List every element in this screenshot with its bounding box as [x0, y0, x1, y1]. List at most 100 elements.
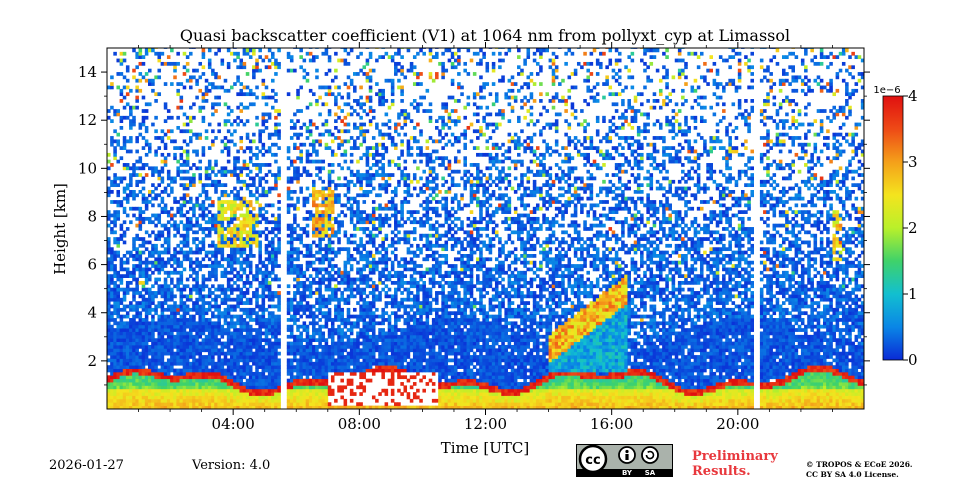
heatmap-cell [346, 277, 351, 282]
heatmap-cell [151, 243, 155, 248]
heatmap-cell [226, 297, 231, 302]
heatmap-cell [312, 267, 316, 272]
heatmap-cell [157, 264, 162, 268]
heatmap-cell [179, 260, 184, 265]
heatmap-cell [217, 385, 221, 390]
heatmap-cell [192, 230, 196, 235]
heatmap-cell [217, 378, 221, 383]
heatmap-cell [170, 392, 174, 396]
heatmap-cell [274, 216, 278, 221]
heatmap-cell [214, 186, 218, 191]
heatmap-cell [299, 344, 303, 349]
heatmap-cell [375, 260, 379, 265]
heatmap-cell [125, 186, 130, 191]
heatmap-cell [330, 348, 335, 353]
heatmap-cell [245, 186, 250, 191]
heatmap-cell [261, 314, 266, 319]
heatmap-cell [267, 318, 272, 322]
heatmap-cell [236, 358, 240, 363]
heatmap-cell [233, 230, 237, 235]
heatmap-cell [337, 311, 341, 316]
heatmap-cell [107, 277, 111, 282]
heatmap-cell [154, 348, 158, 353]
heatmap-cell [170, 331, 174, 336]
heatmap-cell [365, 280, 370, 285]
heatmap-cell [353, 233, 357, 238]
heatmap-cell [122, 220, 127, 225]
heatmap-cell [337, 361, 341, 366]
heatmap-cell [211, 213, 215, 218]
heatmap-cell [365, 183, 370, 188]
heatmap-cell [318, 227, 322, 231]
heatmap-cell [245, 348, 250, 353]
heatmap-cell [271, 395, 275, 400]
heatmap-cell [321, 358, 326, 363]
heatmap-cell [201, 402, 206, 407]
heatmap-cell [179, 220, 184, 225]
heatmap-cell [201, 301, 206, 305]
heatmap-cell [182, 375, 187, 380]
heatmap-cell [362, 388, 367, 393]
heatmap-cell [207, 304, 212, 309]
heatmap-cell [179, 361, 184, 366]
heatmap-cell [119, 398, 124, 403]
heatmap-cell [233, 280, 237, 285]
heatmap-cell [201, 365, 206, 369]
heatmap-cell [264, 173, 269, 177]
heatmap-cell [271, 260, 275, 265]
heatmap-cell [116, 344, 121, 349]
heatmap-cell [271, 331, 275, 336]
heatmap-cell [349, 206, 354, 211]
heatmap-cell [214, 247, 218, 252]
heatmap-cell [274, 250, 278, 255]
heatmap-cell [365, 277, 370, 282]
heatmap-cell [368, 311, 373, 316]
heatmap-cell [334, 200, 338, 204]
heatmap-cell [138, 355, 143, 359]
heatmap-cell [252, 75, 256, 80]
heatmap-cell [192, 392, 196, 396]
heatmap-cell [157, 260, 162, 265]
heatmap-cell [132, 328, 136, 332]
heatmap-cell [154, 166, 158, 171]
heatmap-cell [293, 294, 297, 299]
heatmap-cell [201, 243, 206, 248]
heatmap-cell [346, 368, 351, 373]
heatmap-cell [274, 321, 278, 326]
heatmap-cell [343, 321, 348, 326]
heatmap-cell [141, 395, 146, 400]
heatmap-cell [148, 338, 152, 343]
heatmap-cell [321, 196, 326, 201]
heatmap-cell [122, 186, 127, 191]
heatmap-cell [173, 375, 177, 380]
heatmap-cell [154, 115, 158, 120]
heatmap-cell [129, 392, 133, 396]
heatmap-cell [286, 344, 291, 349]
heatmap-cell [182, 163, 187, 167]
heatmap-cell [271, 78, 275, 83]
heatmap-cell [359, 382, 363, 386]
heatmap-cell [242, 321, 247, 326]
heatmap-cell [119, 348, 124, 353]
heatmap-cell [365, 75, 370, 80]
heatmap-cell [252, 240, 256, 245]
heatmap-cell [255, 371, 259, 376]
heatmap-cell [185, 115, 190, 120]
heatmap-cell [217, 264, 221, 268]
heatmap-cell [151, 385, 155, 390]
heatmap-cell [321, 179, 326, 184]
heatmap-cell [119, 277, 124, 282]
heatmap-cell [122, 105, 127, 110]
heatmap-cell [324, 206, 329, 211]
heatmap-cell [327, 213, 332, 218]
heatmap-cell [185, 243, 190, 248]
heatmap-cell [207, 230, 212, 235]
heatmap-cell [157, 254, 162, 258]
heatmap-cell [324, 318, 329, 322]
heatmap-cell [236, 260, 240, 265]
heatmap-cell [214, 324, 218, 329]
heatmap-cell [198, 331, 203, 336]
heatmap-cell [289, 159, 294, 164]
heatmap-cell [353, 277, 357, 282]
heatmap-cell [217, 196, 221, 201]
